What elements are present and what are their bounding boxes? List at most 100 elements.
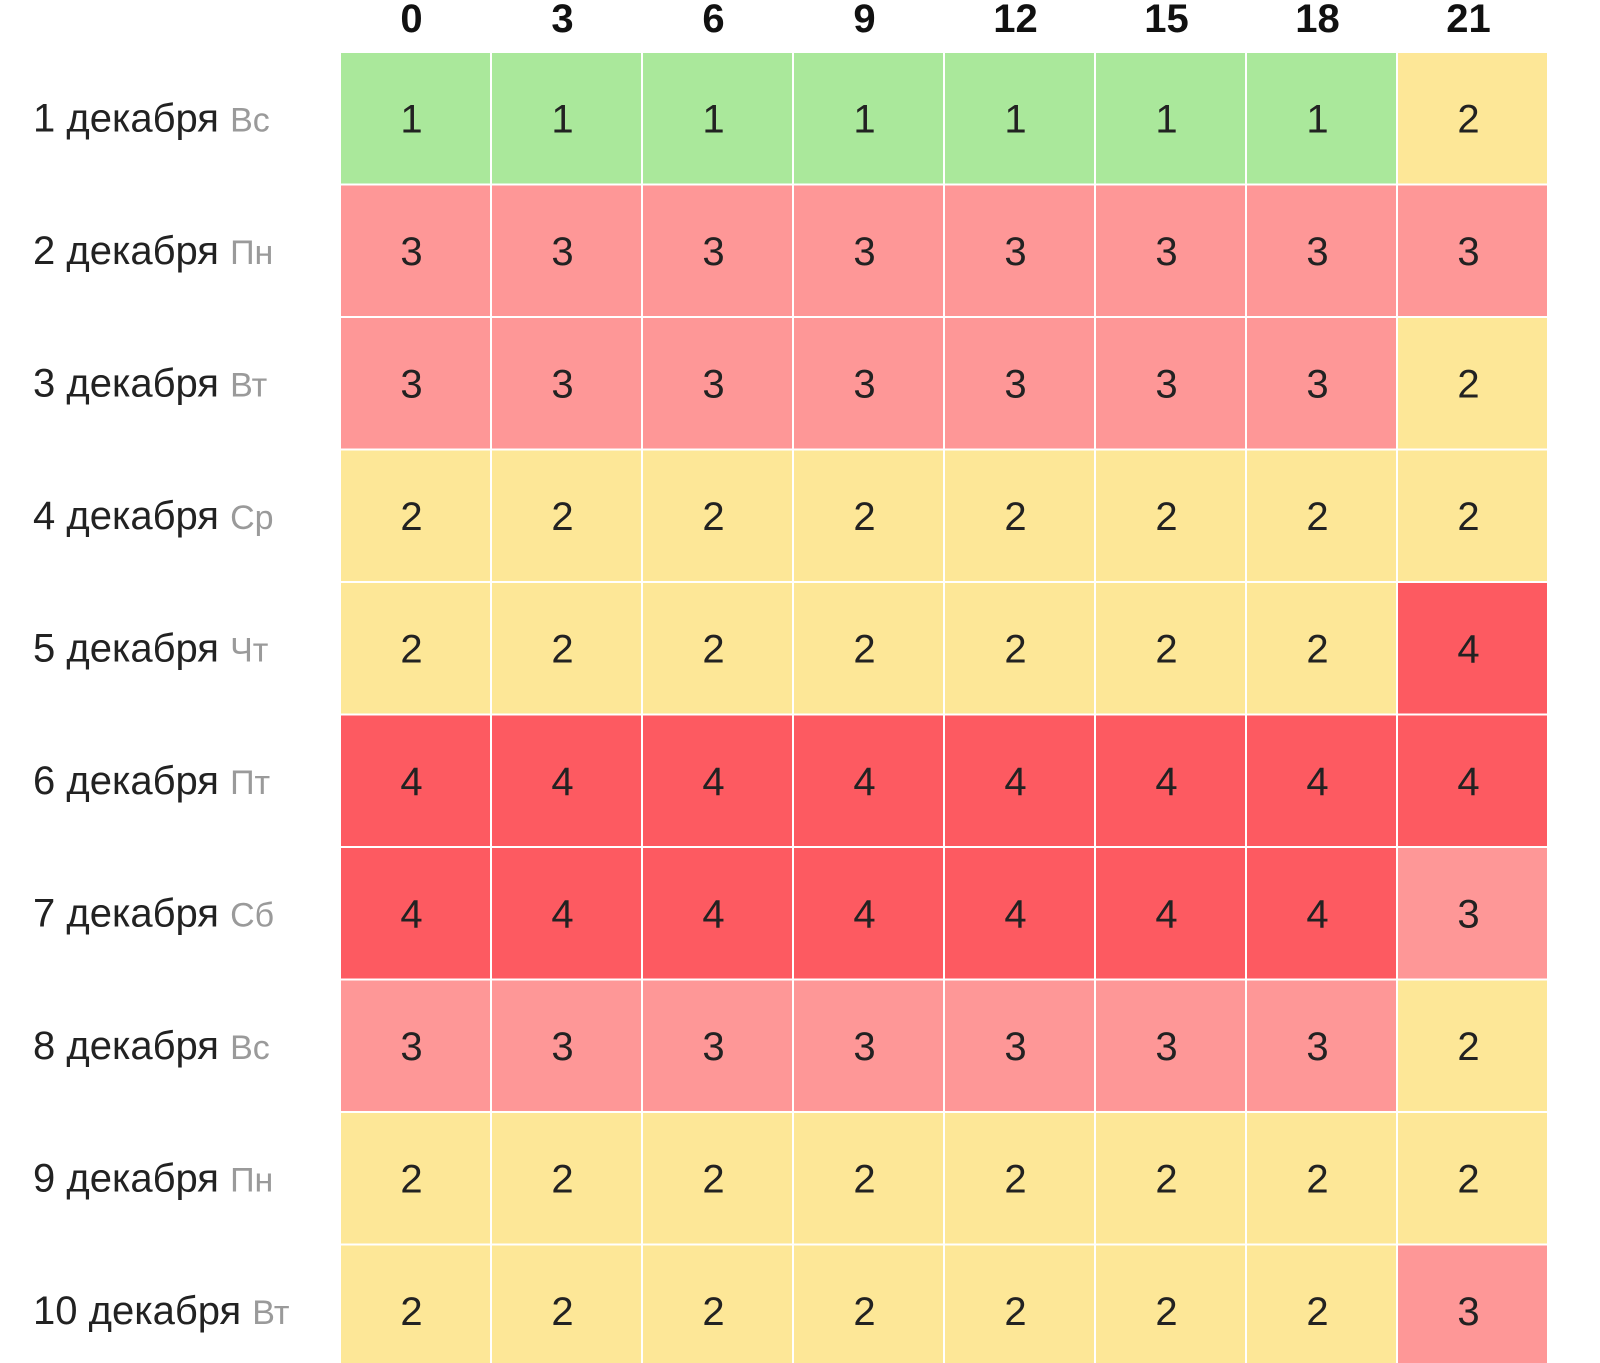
heatmap-cell [1396, 316, 1549, 451]
heatmap-cell-value: 3 [853, 362, 875, 406]
heatmap-cell [490, 316, 643, 451]
column-label-15: 15 [1144, 0, 1189, 41]
heatmap-cell-value: 3 [1306, 1025, 1328, 1069]
heatmap-cell [641, 51, 794, 186]
row-label-day: 6 декабря [33, 759, 230, 803]
row-label: 5 декабря Чт [33, 626, 268, 670]
heatmap-cell [641, 1243, 794, 1363]
heatmap-cell-value: 4 [551, 892, 573, 936]
row-label: 7 декабря Сб [33, 891, 274, 935]
row-label-weekday: Ср [230, 499, 273, 537]
heatmap-cell-value: 2 [400, 627, 422, 671]
row-label: 10 декабря Вт [33, 1289, 289, 1333]
heatmap-cell [490, 846, 643, 981]
heatmap-cell-value: 4 [853, 892, 875, 936]
heatmap-cell [1245, 713, 1398, 848]
heatmap-cell [792, 51, 945, 186]
heatmap-cell [1245, 1243, 1398, 1363]
heatmap-cell-value: 1 [702, 97, 724, 141]
heatmap-cell-value: 3 [1004, 230, 1026, 274]
row-label: 2 декабря Пн [33, 229, 273, 273]
heatmap-cell [1094, 713, 1247, 848]
heatmap-cell [1396, 1243, 1549, 1363]
heatmap-cell [792, 183, 945, 318]
heatmap-cell [792, 581, 945, 716]
heatmap-cell-value: 3 [1306, 362, 1328, 406]
row-label-weekday: Чт [230, 631, 268, 669]
heatmap-cell-value: 3 [551, 362, 573, 406]
heatmap-cell [943, 448, 1096, 583]
heatmap-cell-value: 1 [1155, 97, 1177, 141]
heatmap-cell-value: 3 [400, 1025, 422, 1069]
row-label-day: 2 декабря [33, 229, 230, 273]
heatmap-cell [641, 581, 794, 716]
heatmap-cell [641, 846, 794, 981]
row-label-day: 7 декабря [33, 891, 230, 935]
heatmap-cell-value: 4 [400, 760, 422, 804]
heatmap-cell-value: 2 [1457, 1025, 1479, 1069]
row-label: 9 декабря Пн [33, 1156, 273, 1200]
heatmap-cell-value: 2 [1155, 1290, 1177, 1334]
heatmap-cell [792, 448, 945, 583]
heatmap-cell [641, 978, 794, 1113]
heatmap-cell-value: 3 [1004, 362, 1026, 406]
heatmap-cell [1396, 846, 1549, 981]
heatmap-cell-value: 2 [1306, 627, 1328, 671]
heatmap-cell-value: 2 [551, 1290, 573, 1334]
heatmap-cell-value: 4 [1306, 760, 1328, 804]
row-label-day: 9 декабря [33, 1156, 230, 1200]
heatmap-cell [339, 316, 492, 451]
row-label-weekday: Пн [230, 234, 273, 272]
heatmap-cell-value: 2 [1457, 97, 1479, 141]
heatmap-cell-value: 1 [400, 97, 422, 141]
row-label: 1 декабря Вс [33, 96, 270, 140]
heatmap-cell-value: 3 [853, 230, 875, 274]
heatmap-cell-value: 2 [1155, 495, 1177, 539]
column-label-9: 9 [853, 0, 875, 41]
heatmap-cell-value: 2 [702, 1290, 724, 1334]
heatmap-cell [641, 448, 794, 583]
heatmap-cell-value: 1 [551, 97, 573, 141]
heatmap-cell-value: 2 [1306, 1157, 1328, 1201]
row-label: 8 декабря Вс [33, 1024, 270, 1068]
heatmap-cell [1094, 51, 1247, 186]
heatmap-cell [1094, 183, 1247, 318]
heatmap-cell [490, 713, 643, 848]
heatmap-cell-value: 2 [1306, 495, 1328, 539]
heatmap-cell-value: 3 [400, 362, 422, 406]
heatmap-cell-value: 1 [1004, 97, 1026, 141]
heatmap-cell-value: 2 [853, 627, 875, 671]
heatmap-cell-value: 4 [1004, 892, 1026, 936]
heatmap-cell-value: 4 [1155, 892, 1177, 936]
heatmap-cell [943, 316, 1096, 451]
heatmap-cell-value: 4 [400, 892, 422, 936]
heatmap-cell-value: 3 [551, 230, 573, 274]
column-label-0: 0 [400, 0, 422, 41]
heatmap-cell-value: 2 [1306, 1290, 1328, 1334]
row-label-weekday: Вс [230, 101, 270, 139]
heatmap-cell-value: 2 [1457, 362, 1479, 406]
heatmap-cell-value: 4 [1155, 760, 1177, 804]
heatmap-cell-value: 4 [1457, 627, 1479, 671]
heatmap-cell-value: 4 [1004, 760, 1026, 804]
heatmap-cell [1396, 713, 1549, 848]
heatmap-cell-value: 3 [1457, 230, 1479, 274]
heatmap-cell [1094, 581, 1247, 716]
heatmap-cell-value: 4 [702, 892, 724, 936]
heatmap-cell-value: 3 [1457, 1290, 1479, 1334]
heatmap-cell [339, 846, 492, 981]
heatmap-cell [339, 1243, 492, 1363]
row-label-weekday: Вт [252, 1294, 289, 1332]
row-label-day: 8 декабря [33, 1024, 230, 1068]
column-label-6: 6 [702, 0, 724, 41]
heatmap-cell-value: 1 [1306, 97, 1328, 141]
heatmap-cell-value: 3 [853, 1025, 875, 1069]
heatmap-cell-value: 2 [400, 1290, 422, 1334]
heatmap-cell [943, 846, 1096, 981]
heatmap-cell-value: 4 [551, 760, 573, 804]
heatmap-cell [1396, 51, 1549, 186]
heatmap-cell [490, 51, 643, 186]
heatmap-cell-value: 3 [1155, 230, 1177, 274]
heatmap-cell-value: 2 [1004, 1290, 1026, 1334]
